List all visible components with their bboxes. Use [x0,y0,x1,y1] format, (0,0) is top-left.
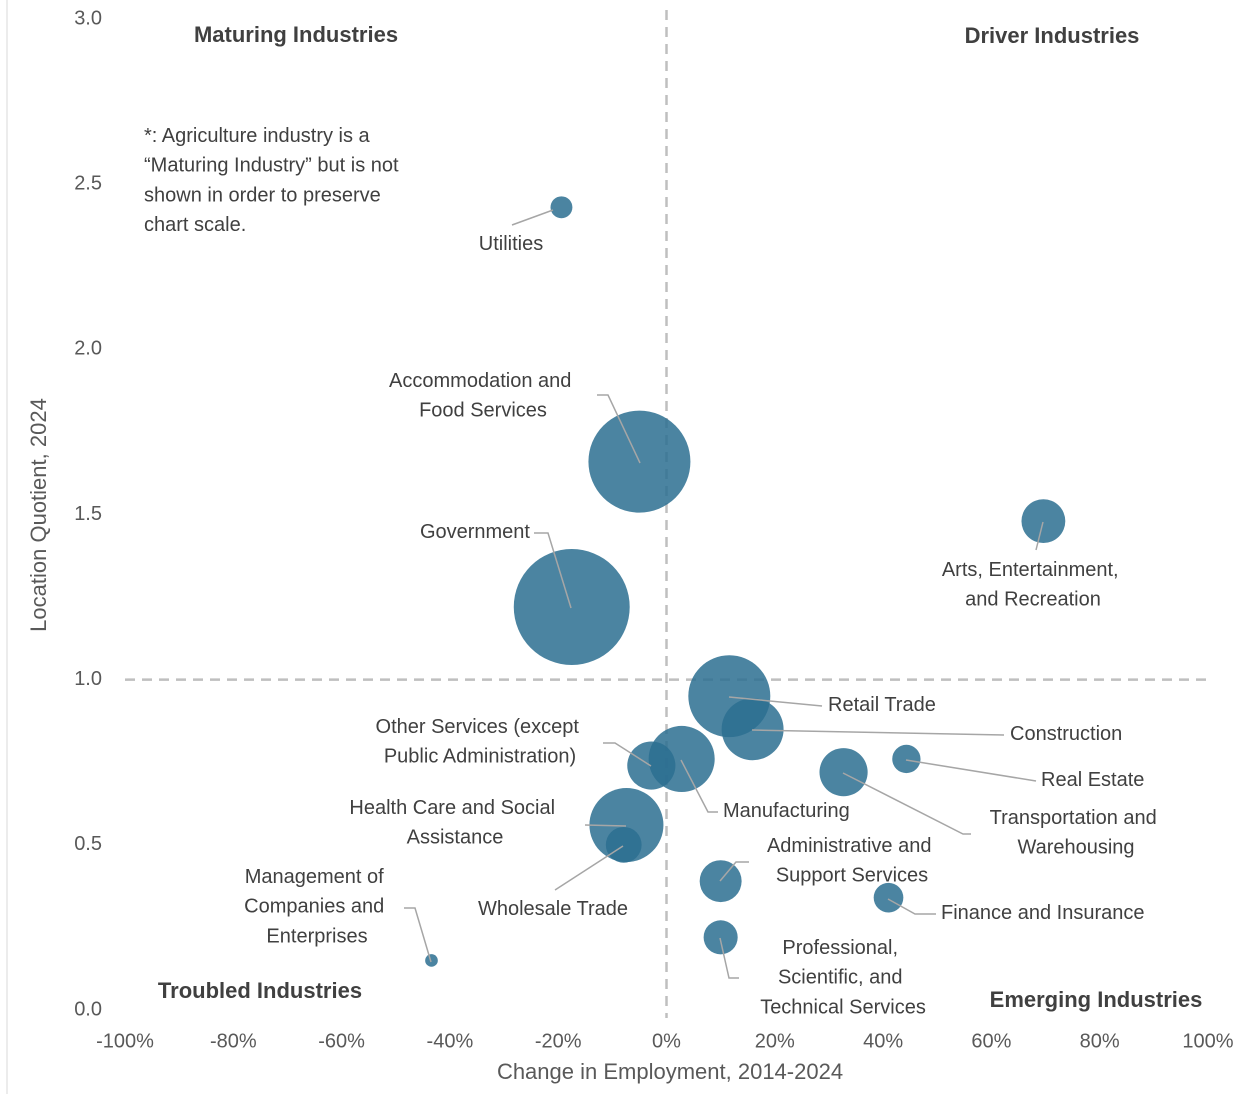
bubble [605,826,642,863]
bubble-label: Real Estate [1041,769,1144,791]
x-tick-label: -80% [210,1030,257,1052]
leader-line [404,907,432,963]
bubble [873,882,904,913]
bubble [721,698,784,761]
note: *: Agriculture industry is a “Maturing I… [144,125,404,236]
leader-line [728,696,823,707]
quadrant-label: Emerging Industries [990,987,1203,1012]
bubble [550,196,573,219]
y-tick-label: 0.5 [74,833,102,855]
x-tick-label: 80% [1080,1030,1120,1052]
bubble-label: Wholesale Trade [478,898,628,920]
bubble-label: Arts, Entertainment, and Recreation [942,559,1124,611]
leader-line [719,937,739,979]
x-tick-label: 0% [652,1030,681,1052]
bubble [513,549,630,665]
leader-line [1035,521,1044,551]
y-tick-label: 0.0 [74,998,102,1020]
bubble [892,744,921,774]
bubble [648,725,715,792]
bubble-label: Construction [1010,723,1122,745]
bubble-label: Other Services (except Public Administra… [376,716,585,768]
leader-line [597,394,641,464]
x-tick-label: -100% [96,1030,154,1052]
bubble-label: Management of Companies and Enterprises [244,866,390,947]
leader-line [719,861,749,882]
y-tick-label: 3.0 [74,7,102,29]
quadrant-label: Driver Industries [965,23,1140,48]
bubble-label: Transportation and Warehousing [990,807,1163,859]
x-axis-title: Change in Employment, 2014-2024 [497,1059,843,1084]
leader-line [887,898,936,915]
leader-line [603,742,652,767]
bubble-label: Accommodation and Food Services [389,370,577,422]
bubble-label: Health Care and Social Assistance [349,797,560,849]
x-tick-label: 60% [971,1030,1011,1052]
y-tick-label: 2.0 [74,338,102,360]
leader-line [905,759,1037,782]
quadrant-label: Troubled Industries [158,978,362,1003]
bubble-label: Utilities [479,233,543,255]
bubble [1021,499,1066,544]
leader-line [534,532,572,609]
bubble [425,954,438,967]
bubble-label: Manufacturing [723,800,850,822]
leader-line [554,845,624,891]
y-axis-title: Location Quotient, 2024 [26,398,51,632]
bubble-label: Retail Trade [828,694,936,716]
x-tick-label: -40% [427,1030,474,1052]
y-tick-label: 2.5 [74,172,102,194]
bubble-label: Government [420,521,530,543]
x-tick-label: 20% [755,1030,795,1052]
leader-line [511,209,554,226]
x-tick-label: -60% [318,1030,365,1052]
y-tick-label: 1.0 [74,668,102,690]
bubble-label: Administrative and Support Services [767,835,937,887]
bubble [819,748,868,797]
x-tick-label: 100% [1182,1030,1233,1052]
x-tick-label: -20% [535,1030,582,1052]
leader-line [680,759,718,813]
leader-line [842,772,971,835]
leader-line [751,729,1005,736]
bubble [703,920,738,955]
y-tick-label: 1.5 [74,503,102,525]
leader-line [584,824,627,827]
x-tick-label: 40% [863,1030,903,1052]
bubble-label: Professional, Scientific, and Technical … [760,937,926,1018]
quadrant-label: Maturing Industries [194,22,398,47]
bubble-label: Finance and Insurance [941,902,1144,924]
